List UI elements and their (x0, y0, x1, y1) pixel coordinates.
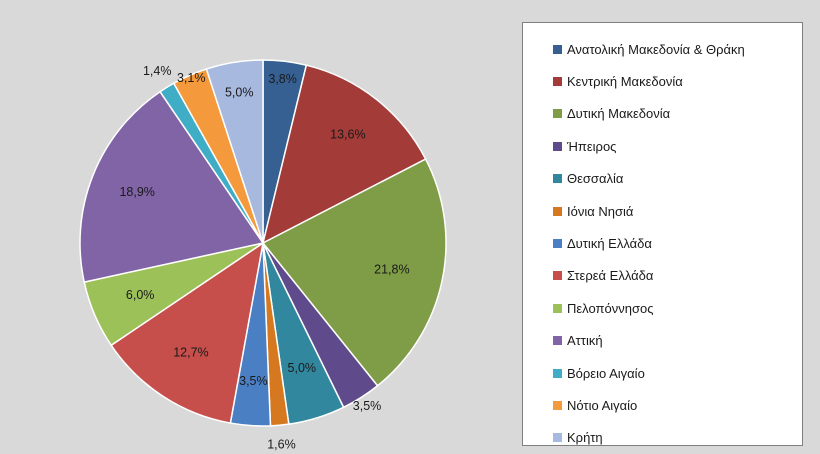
legend-item-1: Ανατολική Μακεδονία & Θράκη (523, 33, 802, 65)
legend-swatch (553, 271, 562, 281)
legend-label: Κεντρική Μακεδονία (567, 74, 683, 90)
legend-swatch (553, 239, 562, 249)
pie-slice-3 (261, 158, 447, 387)
legend-item-10: Αττική (523, 325, 802, 357)
legend-item-4: Ήπειρος (523, 130, 802, 162)
legend-swatch (553, 77, 562, 87)
legend-swatch (553, 141, 562, 151)
pie-labels: 3,8% 13,6% 21,8% 3,5% 5,0% 1,6% 3,5% 12,7% 6,0% 1… (119, 64, 409, 452)
legend-label: Νότιο Αιγαίο (567, 397, 638, 413)
slice-label-11: 1,4% (143, 64, 172, 78)
legend-item-7: Δυτική Ελλάδα (523, 227, 802, 259)
slice-label-9: 6,0% (126, 288, 155, 302)
legend-label: Θεσσαλία (567, 171, 624, 187)
legend-swatch (553, 336, 562, 346)
legend-label: Αττική (567, 333, 603, 349)
legend-swatch (553, 174, 562, 184)
legend-item-2: Κεντρική Μακεδονία (523, 65, 802, 97)
legend-swatch (553, 109, 562, 119)
legend-label: Πελοπόννησος (567, 300, 654, 316)
slice-label-12: 3,1% (177, 71, 206, 85)
pie-slices (79, 59, 447, 427)
legend-label: Βόρειο Αιγαίο (567, 365, 645, 381)
slice-label-7: 3,5% (239, 374, 268, 388)
legend-label: Ανατολική Μακεδονία & Θράκη (567, 41, 745, 57)
legend-label: Ιόνια Νησιά (567, 203, 634, 219)
legend-item-9: Πελοπόννησος (523, 292, 802, 324)
pie-slice-13 (205, 59, 264, 244)
slice-label-5: 5,0% (288, 361, 317, 375)
slice-label-8: 12,7% (173, 346, 208, 360)
legend-swatch (553, 206, 562, 216)
pie-slice-2 (261, 64, 427, 245)
legend-label: Στερεά Ελλάδα (567, 268, 654, 284)
legend-item-8: Στερεά Ελλάδα (523, 260, 802, 292)
legend-swatch (553, 303, 562, 313)
slice-label-6: 1,6% (267, 438, 296, 452)
pie-slice-8 (110, 241, 265, 424)
legend-item-12: Νότιο Αιγαίο (523, 389, 802, 421)
legend-item-5: Θεσσαλία (523, 163, 802, 195)
legend-item-13: Κρήτη (523, 422, 802, 454)
legend-label: Κρήτη (567, 430, 603, 446)
legend-swatch (553, 368, 562, 378)
legend-label: Δυτική Ελλάδα (567, 236, 652, 252)
slice-label-13: 5,0% (225, 85, 254, 99)
chart-legend: Ανατολική Μακεδονία & Θράκη Κεντρική Μακε… (522, 22, 803, 446)
legend-swatch (553, 400, 562, 410)
slice-label-1: 3,8% (268, 72, 297, 86)
legend-label: Δυτική Μακεδονία (567, 106, 671, 122)
legend-item-3: Δυτική Μακεδονία (523, 98, 802, 130)
slice-label-3: 21,8% (374, 263, 409, 277)
legend-item-6: Ιόνια Νησιά (523, 195, 802, 227)
slice-label-4: 3,5% (353, 399, 382, 413)
legend-label: Ήπειρος (567, 138, 617, 154)
legend-swatch (553, 44, 562, 54)
legend-swatch (553, 433, 562, 443)
slice-label-2: 13,6% (330, 127, 365, 141)
legend-item-11: Βόρειο Αιγαίο (523, 357, 802, 389)
pie-slice-10 (79, 90, 265, 284)
slice-label-10: 18,9% (119, 185, 154, 199)
